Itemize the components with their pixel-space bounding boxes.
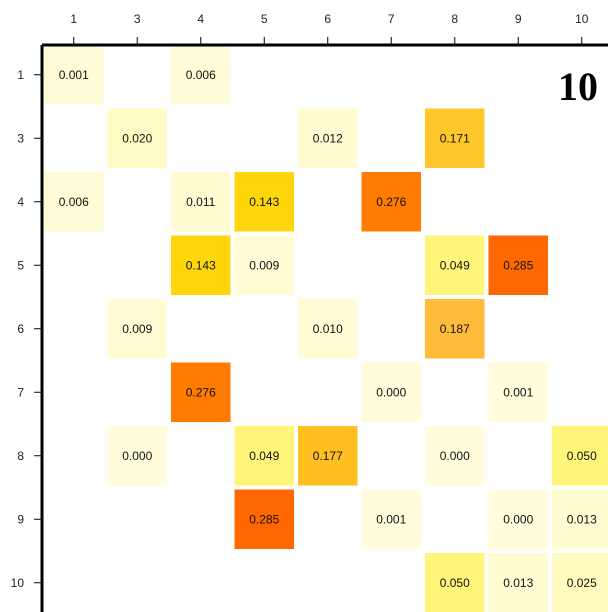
- cell-value-label: 0.171: [440, 131, 470, 145]
- heatmap-cell-r6-c6: [298, 299, 358, 359]
- cell-value-label: 0.143: [186, 258, 216, 272]
- cell-value-label: 0.009: [122, 322, 152, 336]
- heatmap-cell-r5-c8: [425, 235, 485, 295]
- x-tick-label: 1: [70, 12, 77, 26]
- cell-value-label: 0.000: [376, 385, 406, 399]
- cell-value-label: 0.025: [567, 576, 597, 590]
- cell-value-label: 0.050: [440, 576, 470, 590]
- heatmap-cell-r9-c5: [234, 489, 294, 549]
- heatmap-cell-r5-c4: [171, 235, 231, 295]
- cell-value-label: 0.010: [313, 322, 343, 336]
- cell-value-label: 0.006: [186, 68, 216, 82]
- y-tick-label: 3: [17, 131, 24, 145]
- cell-value-label: 0.285: [249, 512, 279, 526]
- cells-layer: 0.001 0.006 0.020 0.012 0.171 0.006 0.011 0.143…: [44, 45, 608, 612]
- heatmap-cell-r4-c7: [361, 172, 421, 232]
- heatmap-cell-r5-c5: [234, 235, 294, 295]
- heatmap-cell-r4-c4: [171, 172, 231, 232]
- heatmap-cell-r9-c9: [488, 489, 548, 549]
- heatmap-cell-r3-c8: [425, 108, 485, 168]
- heatmap-cell-r10-c10: [552, 553, 608, 612]
- y-tick-label: 4: [17, 195, 24, 209]
- x-tick-label: 10: [575, 12, 589, 26]
- heatmap-cell-r3-c3: [107, 108, 167, 168]
- cell-value-label: 0.000: [503, 512, 533, 526]
- cell-value-label: 0.276: [186, 385, 216, 399]
- heatmap-cell-r6-c8: [425, 299, 485, 359]
- heatmap-cell-r10-c8: [425, 553, 485, 612]
- axes-layer: 1 3 4 5 6 7 8 9 10 1 3 4 5 6 7 8 9 10: [11, 12, 608, 612]
- y-tick-label: 1: [17, 68, 24, 82]
- cell-value-label: 0.013: [567, 512, 597, 526]
- cell-value-label: 0.049: [249, 449, 279, 463]
- x-tick-label: 3: [134, 12, 141, 26]
- y-tick-label: 6: [17, 322, 24, 336]
- cell-value-label: 0.143: [249, 195, 279, 209]
- cell-value-label: 0.009: [249, 258, 279, 272]
- cell-value-label: 0.001: [59, 68, 89, 82]
- heatmap-cell-r3-c6: [298, 108, 358, 168]
- heatmap-cell-r1-c4: [171, 45, 231, 105]
- heatmap-cell-r9-c7: [361, 489, 421, 549]
- y-tick-label: 9: [17, 512, 24, 526]
- heatmap-cell-r1-c1: [44, 45, 104, 105]
- cell-value-label: 0.049: [440, 258, 470, 272]
- cell-value-label: 0.001: [503, 385, 533, 399]
- x-tick-label: 5: [261, 12, 268, 26]
- y-tick-label: 7: [17, 385, 24, 399]
- heatmap-cell-r8-c10: [552, 426, 608, 486]
- x-tick-label: 8: [451, 12, 458, 26]
- x-tick-label: 4: [197, 12, 204, 26]
- heatmap-cell-r8-c8: [425, 426, 485, 486]
- cell-value-label: 0.012: [313, 131, 343, 145]
- heatmap-cell-r8-c3: [107, 426, 167, 486]
- panel-label: 10: [558, 64, 598, 109]
- heatmap-cell-r7-c4: [171, 362, 231, 422]
- x-tick-label: 9: [515, 12, 522, 26]
- heatmap-cell-r7-c7: [361, 362, 421, 422]
- heatmap-cell-r7-c9: [488, 362, 548, 422]
- heatmap-cell-r10-c9: [488, 553, 548, 612]
- y-tick-label: 5: [17, 258, 24, 272]
- heatmap-cell-r4-c5: [234, 172, 294, 232]
- cell-value-label: 0.050: [567, 449, 597, 463]
- x-tick-label: 6: [324, 12, 331, 26]
- heatmap-cell-r9-c10: [552, 489, 608, 549]
- cell-value-label: 0.000: [440, 449, 470, 463]
- y-tick-label: 8: [17, 449, 24, 463]
- cell-value-label: 0.013: [503, 576, 533, 590]
- cell-value-label: 0.000: [122, 449, 152, 463]
- heatmap-cell-r8-c6: [298, 426, 358, 486]
- heatmap-cell-r5-c9: [488, 235, 548, 295]
- cell-value-label: 0.177: [313, 449, 343, 463]
- cell-value-label: 0.276: [376, 195, 406, 209]
- y-tick-label: 10: [11, 576, 25, 590]
- heatmap-cell-r6-c3: [107, 299, 167, 359]
- cell-value-label: 0.020: [122, 131, 152, 145]
- heatmap-cell-r8-c5: [234, 426, 294, 486]
- cell-value-label: 0.285: [503, 258, 533, 272]
- cell-value-label: 0.187: [440, 322, 470, 336]
- cell-value-label: 0.001: [376, 512, 406, 526]
- cell-value-label: 0.011: [186, 195, 215, 209]
- heatmap-cell-r4-c1: [44, 172, 104, 232]
- cell-value-label: 0.006: [59, 195, 89, 209]
- x-tick-label: 7: [388, 12, 395, 26]
